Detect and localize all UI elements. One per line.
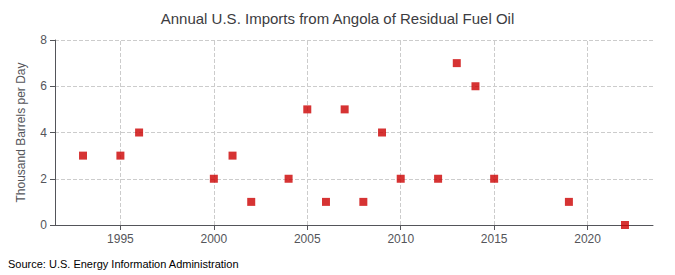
svg-text:0: 0 bbox=[40, 218, 47, 232]
svg-text:Source: U.S. Energy Informatio: Source: U.S. Energy Information Administ… bbox=[8, 258, 239, 270]
svg-text:2000: 2000 bbox=[200, 232, 227, 246]
svg-text:2020: 2020 bbox=[574, 232, 601, 246]
svg-text:6: 6 bbox=[40, 79, 47, 93]
svg-text:Annual U.S. Imports from Angol: Annual U.S. Imports from Angola of Resid… bbox=[161, 10, 515, 27]
svg-text:1995: 1995 bbox=[107, 232, 134, 246]
svg-text:2010: 2010 bbox=[387, 232, 414, 246]
svg-text:4: 4 bbox=[40, 126, 47, 140]
svg-text:2005: 2005 bbox=[294, 232, 321, 246]
svg-text:2015: 2015 bbox=[481, 232, 508, 246]
svg-text:Thousand Barrels per Day: Thousand Barrels per Day bbox=[14, 62, 28, 202]
svg-text:8: 8 bbox=[40, 33, 47, 47]
svg-text:2: 2 bbox=[40, 172, 47, 186]
